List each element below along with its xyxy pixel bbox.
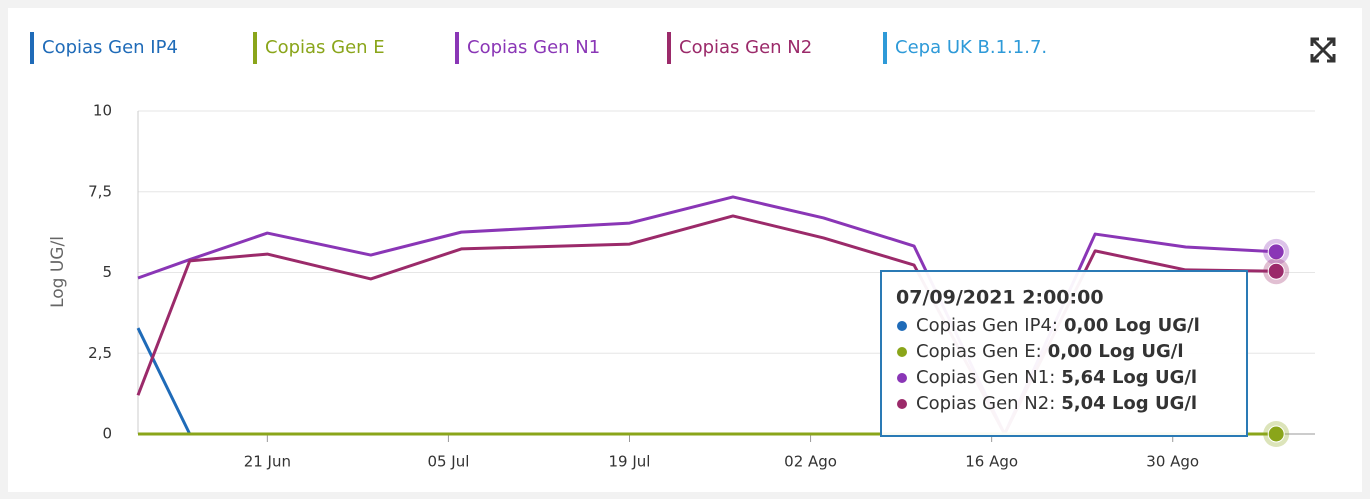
y-tick-label: 5 [102,263,112,281]
legend-label: Copias Gen N2 [679,37,812,58]
legend-label: Cepa UK B.1.1.7. [895,37,1047,58]
hover-marker [1267,243,1285,261]
legend-label: Copias Gen IP4 [42,37,178,58]
tooltip-item: Copias Gen IP4: 0,00 Log UG/l [916,315,1200,336]
tooltip-item-value: 5,04 Log UG/l [1061,393,1197,414]
tooltip-title: 07/09/2021 2:00:00 [896,287,1104,309]
legend-swatch [883,32,887,64]
tooltip-item-name: Copias Gen N1: [916,367,1055,388]
x-tick-label: 02 Ago [784,453,837,471]
tooltip-dot [897,347,907,357]
tooltip-box [880,270,1248,437]
legend-swatch [667,32,671,64]
y-axis-label: Log UG/l [48,236,68,308]
icon-cross [1311,38,1335,62]
hover-marker [1267,425,1285,443]
legend-label: Copias Gen N1 [467,37,600,58]
x-tick-label: 16 Ago [965,453,1018,471]
legend-label: Copias Gen E [265,37,385,58]
y-tick-label: 7,5 [88,182,112,200]
tooltip-item-value: 0,00 Log UG/l [1048,341,1184,362]
tooltip: 07/09/2021 2:00:00 Copias Gen IP4: 0,00 Lo… [880,270,1248,437]
x-tick-label: 19 Jul [609,453,651,471]
tooltip-item: Copias Gen N2: 5,04 Log UG/l [916,393,1197,414]
tooltip-item-name: Copias Gen IP4: [916,315,1058,336]
tooltip-dot [897,373,907,383]
fullscreen-icon[interactable] [1310,37,1336,63]
hover-marker [1267,262,1285,280]
legend-swatch [253,32,257,64]
tooltip-item-name: Copias Gen N2: [916,393,1055,414]
y-tick-label: 0 [102,425,112,443]
icon-corners [1310,37,1336,63]
legend-swatch [30,32,34,64]
y-tick-label: 10 [93,102,112,120]
y-tick-label: 2,5 [88,344,112,362]
x-tick-label: 30 Ago [1146,453,1199,471]
tooltip-item: Copias Gen E: 0,00 Log UG/l [916,341,1184,362]
legend-swatch [455,32,459,64]
tooltip-item: Copias Gen N1: 5,64 Log UG/l [916,367,1197,388]
x-tick-label: 21 Jun [244,453,291,471]
tooltip-item-value: 0,00 Log UG/l [1064,315,1200,336]
tooltip-dot [897,399,907,409]
tooltip-item-name: Copias Gen E: [916,341,1042,362]
series-line [136,214,1277,436]
x-tick-label: 05 Jul [427,453,469,471]
tooltip-dot [897,321,907,331]
tooltip-item-value: 5,64 Log UG/l [1061,367,1197,388]
series-line [137,195,1277,436]
